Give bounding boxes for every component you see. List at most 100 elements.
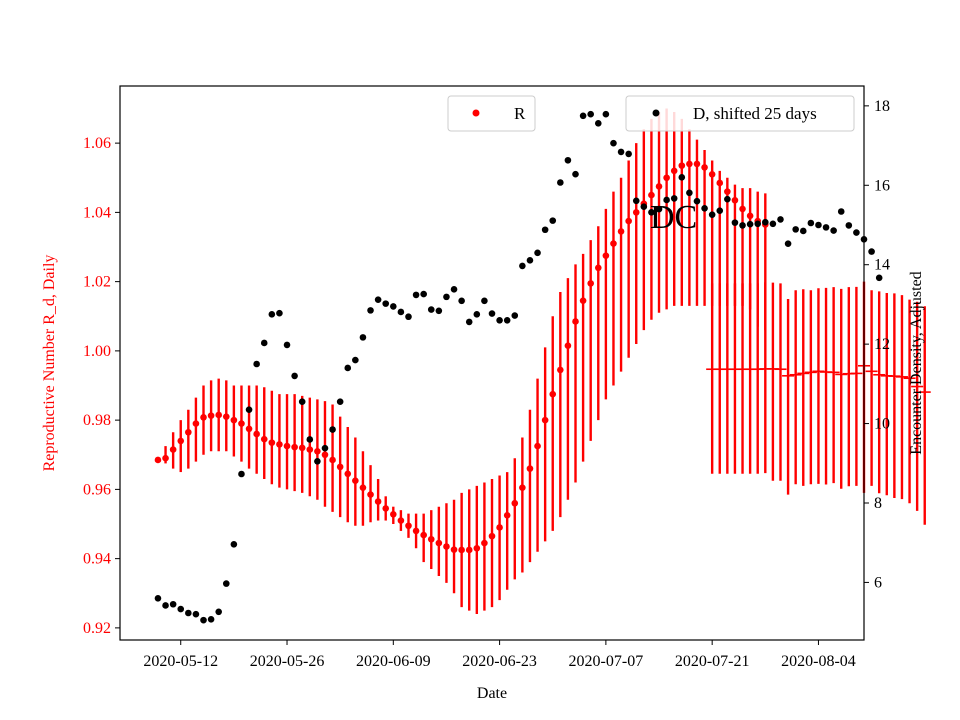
x-tick-label: 2020-05-26 xyxy=(250,653,325,670)
data-point xyxy=(777,216,784,223)
data-point xyxy=(253,360,260,368)
data-point xyxy=(799,227,807,235)
data-point xyxy=(298,444,306,452)
right-y-tick-label: 14 xyxy=(874,257,890,274)
right-y-tick-label: 16 xyxy=(874,177,890,194)
data-point xyxy=(526,257,534,264)
x-tick-label: 2020-06-09 xyxy=(356,653,431,670)
legend-r-box xyxy=(447,95,536,132)
data-point xyxy=(276,309,283,317)
data-point xyxy=(427,306,435,313)
data-point xyxy=(663,174,670,182)
data-point xyxy=(549,217,557,224)
data-point xyxy=(481,297,488,305)
right-y-tick-label: 6 xyxy=(874,574,882,591)
left-y-axis-title: Reproductive Number R_d, Daily xyxy=(41,255,58,472)
chart-annotation: DC xyxy=(650,199,697,236)
data-point xyxy=(192,420,200,427)
data-point xyxy=(450,286,458,293)
data-point xyxy=(670,195,678,202)
data-point xyxy=(845,222,853,229)
data-point xyxy=(268,439,276,446)
data-point xyxy=(230,416,238,424)
data-point xyxy=(481,539,488,547)
plot-marks xyxy=(154,108,931,624)
data-point xyxy=(435,307,443,315)
data-point xyxy=(329,426,336,433)
data-point xyxy=(731,219,739,226)
data-point xyxy=(754,220,762,228)
data-point xyxy=(390,303,397,310)
data-point xyxy=(519,484,526,491)
data-point xyxy=(716,179,724,187)
left-y-tick-label: 0.92 xyxy=(83,620,111,637)
data-point xyxy=(352,477,359,485)
data-point xyxy=(169,446,177,453)
x-tick-label: 2020-07-21 xyxy=(675,653,750,670)
data-point xyxy=(496,317,503,324)
data-point xyxy=(541,416,549,424)
data-point xyxy=(549,390,557,398)
data-point xyxy=(352,356,359,364)
data-point xyxy=(496,524,503,531)
data-point xyxy=(450,546,458,553)
data-point xyxy=(655,183,663,190)
x-axis-title: Date xyxy=(477,685,507,702)
plot-frame xyxy=(119,85,865,641)
data-point xyxy=(663,196,670,204)
data-point xyxy=(154,456,162,464)
data-point xyxy=(784,240,792,247)
data-point xyxy=(397,517,405,524)
data-point xyxy=(276,441,283,448)
data-point xyxy=(830,227,837,234)
data-point xyxy=(617,228,625,235)
data-point xyxy=(511,499,519,507)
series-0 xyxy=(154,108,769,615)
data-point xyxy=(291,372,298,380)
data-point xyxy=(177,605,185,613)
left-y-tick-label: 1.02 xyxy=(83,274,111,291)
data-point xyxy=(465,318,473,326)
data-point xyxy=(298,398,306,406)
legend-d-marker xyxy=(652,109,660,117)
left-y-tick-label: 0.94 xyxy=(83,551,111,568)
series-2 xyxy=(154,110,883,624)
data-point xyxy=(215,608,222,616)
data-point xyxy=(594,264,602,272)
left-y-tick-label: 1.06 xyxy=(83,135,111,152)
axes: 2020-05-12 2020-05-26 2020-06-09 2020-06-23… xyxy=(83,98,890,670)
data-point xyxy=(238,470,245,478)
data-point xyxy=(579,112,587,120)
left-y-tick-label: 0.98 xyxy=(83,412,111,429)
data-point xyxy=(511,312,519,319)
x-tick-label: 2020-07-07 xyxy=(569,653,644,670)
data-point xyxy=(602,252,610,259)
data-point xyxy=(572,170,579,178)
data-point xyxy=(405,522,412,530)
data-point xyxy=(207,412,215,419)
data-point xyxy=(708,211,716,218)
data-point xyxy=(625,150,632,158)
data-point xyxy=(625,217,632,225)
data-point xyxy=(602,110,610,118)
data-point xyxy=(815,221,822,229)
data-point xyxy=(200,414,207,421)
data-point xyxy=(465,546,473,554)
data-point xyxy=(678,162,686,169)
data-point xyxy=(222,580,230,587)
legend-r: R xyxy=(447,95,536,132)
data-point xyxy=(762,218,769,226)
data-point xyxy=(412,291,420,299)
data-point xyxy=(488,532,496,540)
data-point xyxy=(792,226,799,233)
data-point xyxy=(260,435,268,443)
data-point xyxy=(594,120,602,127)
data-point xyxy=(260,339,268,347)
legend-d-label: D, shifted 25 days xyxy=(693,104,817,123)
data-point xyxy=(564,342,572,349)
x-tick-label: 2020-05-12 xyxy=(143,653,218,670)
data-point xyxy=(245,425,253,433)
legend-r-label: R xyxy=(514,104,526,123)
data-point xyxy=(200,616,207,624)
data-point xyxy=(192,610,200,618)
